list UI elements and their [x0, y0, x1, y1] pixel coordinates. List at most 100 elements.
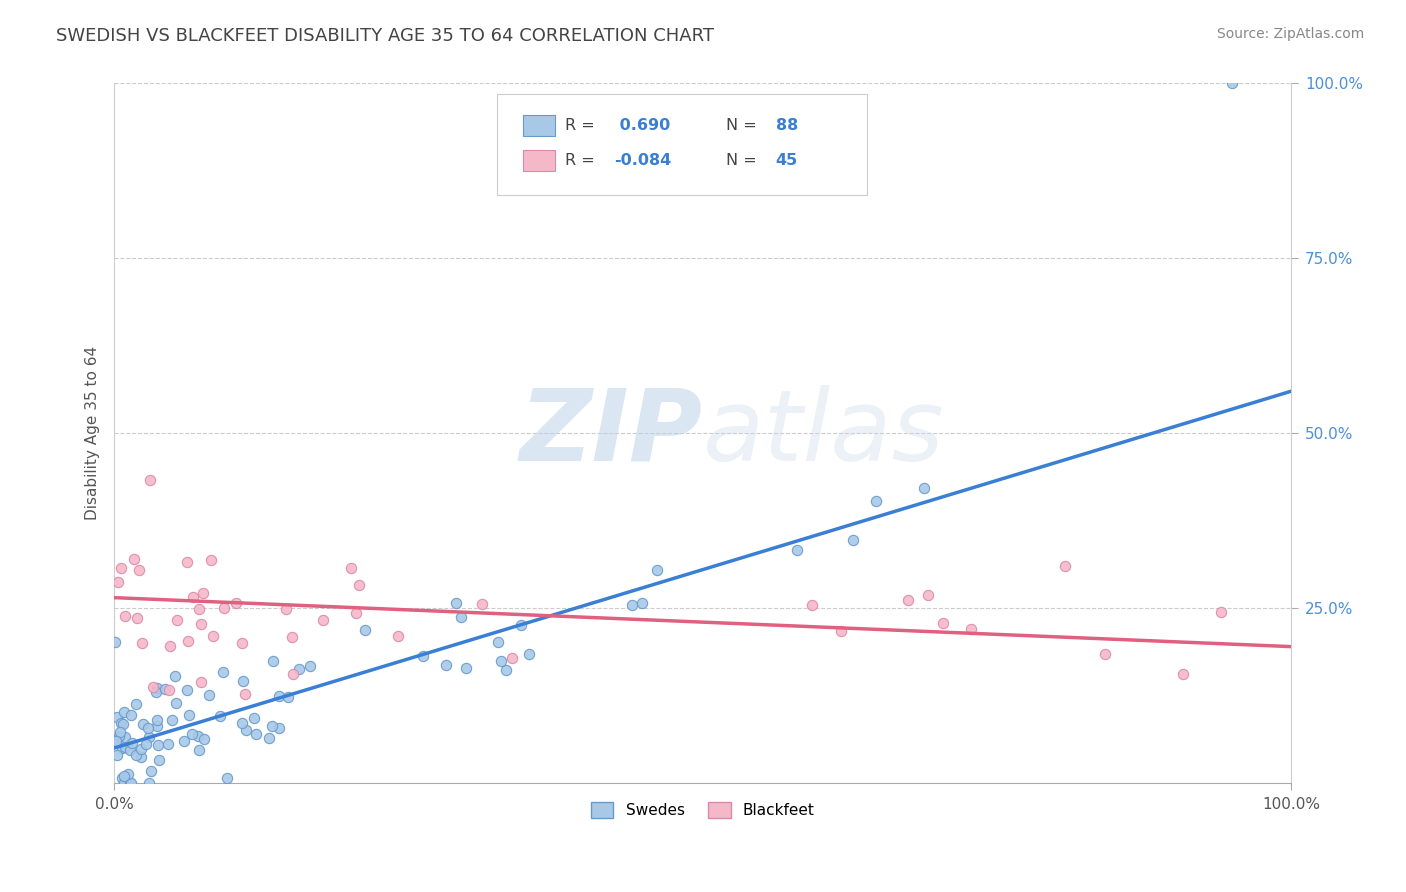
- Point: [131, 636, 153, 650]
- Point: [112, 769, 135, 783]
- Point: [188, 743, 211, 757]
- Point: [165, 697, 187, 711]
- Point: [148, 738, 170, 752]
- Point: [495, 663, 517, 677]
- Text: -0.084: -0.084: [614, 153, 672, 168]
- Point: [932, 616, 955, 631]
- Point: [112, 706, 135, 720]
- Point: [138, 776, 160, 790]
- Point: [1171, 667, 1194, 681]
- Point: [110, 715, 132, 730]
- Point: [274, 602, 297, 616]
- Point: [231, 716, 253, 731]
- Point: [917, 588, 939, 602]
- Text: atlas: atlas: [703, 384, 945, 482]
- Point: [450, 610, 472, 624]
- Point: [146, 719, 169, 733]
- Point: [120, 776, 142, 790]
- Point: [231, 635, 253, 649]
- Point: [631, 596, 654, 610]
- Point: [267, 689, 290, 703]
- Point: [163, 669, 186, 683]
- Point: [145, 685, 167, 699]
- Point: [127, 611, 149, 625]
- Point: [142, 680, 165, 694]
- Point: [786, 543, 808, 558]
- Text: 0.690: 0.690: [614, 118, 671, 133]
- Point: [120, 743, 142, 757]
- Point: [177, 633, 200, 648]
- Point: [434, 658, 457, 673]
- Point: [190, 675, 212, 690]
- Y-axis label: Disability Age 35 to 64: Disability Age 35 to 64: [86, 346, 100, 520]
- Point: [340, 561, 363, 575]
- Point: [1220, 77, 1243, 91]
- Point: [105, 735, 128, 749]
- Point: [344, 607, 367, 621]
- Point: [188, 602, 211, 616]
- Legend: Swedes, Blackfeet: Swedes, Blackfeet: [585, 797, 821, 824]
- Point: [138, 730, 160, 744]
- Point: [454, 661, 477, 675]
- Point: [897, 592, 920, 607]
- Point: [183, 591, 205, 605]
- Point: [212, 600, 235, 615]
- Point: [114, 730, 136, 744]
- Point: [176, 683, 198, 698]
- Point: [159, 639, 181, 653]
- Point: [257, 731, 280, 746]
- Point: [132, 716, 155, 731]
- Text: N =: N =: [725, 118, 762, 133]
- FancyBboxPatch shape: [496, 94, 868, 195]
- Point: [645, 563, 668, 577]
- Point: [517, 647, 540, 661]
- Point: [111, 772, 134, 786]
- Point: [353, 623, 375, 637]
- Point: [125, 698, 148, 712]
- Point: [135, 737, 157, 751]
- Point: [110, 725, 132, 739]
- Point: [136, 721, 159, 735]
- Point: [141, 764, 163, 778]
- Point: [280, 630, 302, 644]
- Point: [193, 732, 215, 747]
- Point: [387, 629, 409, 643]
- Point: [283, 667, 305, 681]
- Point: [191, 585, 214, 599]
- Point: [111, 741, 134, 756]
- Point: [620, 599, 643, 613]
- Point: [349, 578, 371, 592]
- Point: [107, 575, 129, 590]
- Point: [129, 750, 152, 764]
- Point: [146, 681, 169, 695]
- Point: [146, 713, 169, 727]
- Point: [117, 766, 139, 780]
- Point: [131, 742, 153, 756]
- Point: [120, 776, 142, 790]
- Point: [235, 723, 257, 737]
- Point: [181, 727, 204, 741]
- Point: [120, 707, 142, 722]
- FancyBboxPatch shape: [523, 150, 555, 171]
- Point: [1211, 605, 1233, 619]
- Text: Source: ZipAtlas.com: Source: ZipAtlas.com: [1216, 27, 1364, 41]
- Point: [488, 635, 510, 649]
- Point: [444, 596, 467, 610]
- Point: [160, 713, 183, 727]
- Point: [209, 709, 232, 723]
- Point: [139, 473, 162, 487]
- Point: [155, 681, 177, 696]
- Point: [114, 608, 136, 623]
- Text: R =: R =: [565, 118, 600, 133]
- Point: [1094, 647, 1116, 661]
- Point: [960, 622, 983, 636]
- Point: [202, 629, 225, 643]
- Point: [243, 711, 266, 725]
- Point: [114, 739, 136, 754]
- Text: R =: R =: [565, 153, 600, 168]
- Point: [277, 690, 299, 704]
- Point: [225, 596, 247, 610]
- Point: [104, 634, 127, 648]
- Point: [157, 683, 180, 698]
- Point: [299, 658, 322, 673]
